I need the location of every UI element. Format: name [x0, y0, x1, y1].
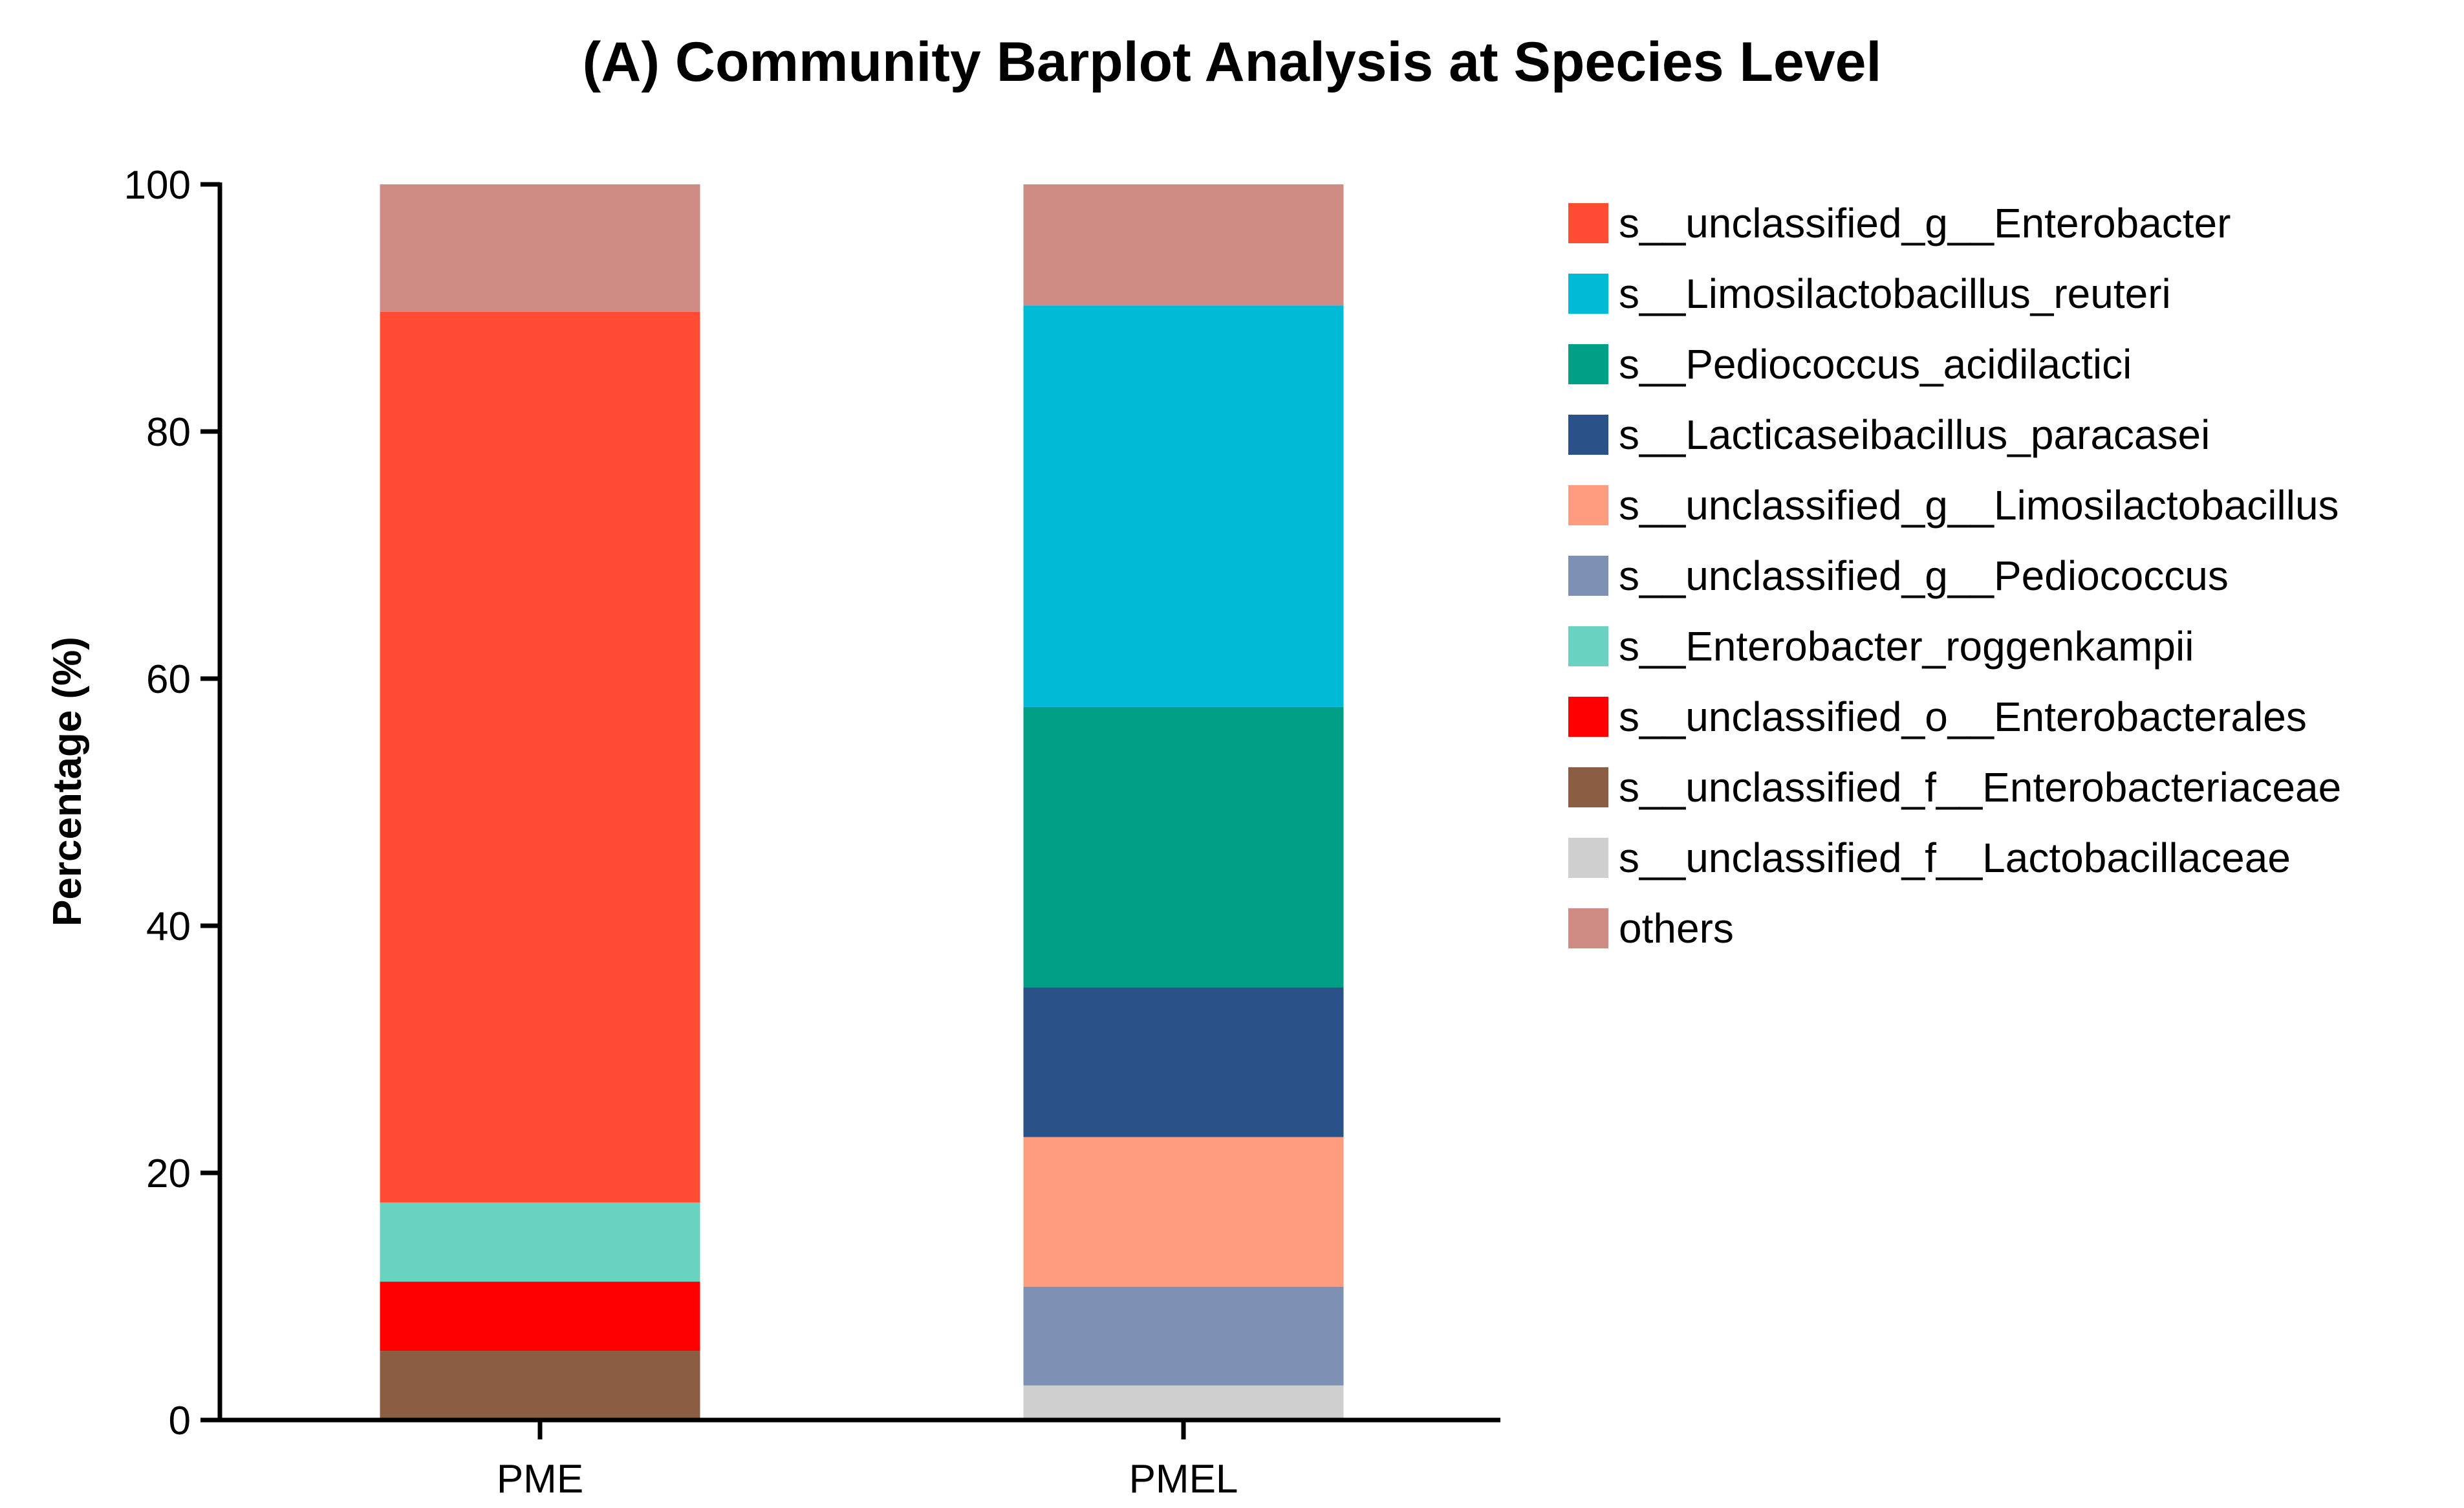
legend-label: s__unclassified_f__Lactobacillaceae: [1619, 835, 2291, 881]
legend-item-s-unclassified-g-enterobacter: s__unclassified_g__Enterobacter: [1568, 200, 2231, 246]
axes-group: 0 20 40 60 80 100 PME PMEL: [124, 163, 1500, 1502]
legend-label: s__Lacticaseibacillus_paracasei: [1619, 411, 2210, 458]
bar-pme-s-unclassified-g-enterobacter: [380, 311, 700, 1203]
bar-pmel-s-lacticaseibacillus-paracasei: [1023, 987, 1344, 1137]
legend-swatch: [1568, 485, 1608, 525]
bar-pmel-s-unclassified-g-limosilactobacillus: [1023, 1137, 1344, 1287]
legend-label: s__unclassified_g__Pediococcus: [1619, 552, 2229, 599]
legend-label: s__Enterobacter_roggenkampii: [1619, 623, 2194, 670]
legend-swatch: [1568, 908, 1608, 948]
y-tick-label: 20: [146, 1152, 191, 1196]
legend-label: s__Limosilactobacillus_reuteri: [1619, 270, 2171, 317]
legend-item-s-unclassified-g-limosilactobacillus: s__unclassified_g__Limosilactobacillus: [1568, 482, 2339, 529]
x-tick-label-pmel: PMEL: [1129, 1457, 1238, 1502]
legend-swatch: [1568, 626, 1608, 666]
y-tick-label: 0: [169, 1399, 191, 1443]
legend-swatch: [1568, 344, 1608, 384]
bar-pmel-others: [1023, 184, 1344, 306]
bar-pmel-s-unclassified-f-lactobacillaceae: [1023, 1385, 1344, 1420]
legend-item-s-unclassified-g-pediococcus: s__unclassified_g__Pediococcus: [1568, 552, 2229, 599]
y-tick-label: 60: [146, 657, 191, 702]
y-tick-label: 100: [124, 163, 191, 208]
legend-swatch: [1568, 415, 1608, 455]
legend-item-s-limosilactobacillus-reuteri: s__Limosilactobacillus_reuteri: [1568, 270, 2171, 317]
legend-item-others: others: [1568, 905, 1734, 952]
legend-label: others: [1619, 905, 1734, 952]
legend-item-s-unclassified-f-lactobacillaceae: s__unclassified_f__Lactobacillaceae: [1568, 835, 2291, 881]
legend-item-s-enterobacter-roggenkampii: s__Enterobacter_roggenkampii: [1568, 623, 2194, 670]
bar-pmel-s-unclassified-g-pediococcus: [1023, 1286, 1344, 1386]
legend-item-s-pediococcus-acidilactici: s__Pediococcus_acidilactici: [1568, 341, 2132, 388]
legend-swatch: [1568, 838, 1608, 878]
legend-swatch: [1568, 203, 1608, 243]
legend-label: s__unclassified_g__Limosilactobacillus: [1619, 482, 2339, 529]
y-tick-label: 80: [146, 410, 191, 455]
y-axis-label: Percentage (%): [45, 637, 90, 926]
legend-swatch: [1568, 556, 1608, 596]
legend-item-s-unclassified-f-enterobacteriaceae: s__unclassified_f__Enterobacteriaceae: [1568, 764, 2341, 811]
bar-pmel-s-limosilactobacillus-reuteri: [1023, 305, 1344, 707]
chart-title: (A) Community Barplot Analysis at Specie…: [583, 31, 1882, 93]
legend-label: s__unclassified_g__Enterobacter: [1619, 200, 2231, 246]
y-tick-label: 40: [146, 904, 191, 949]
legend-swatch: [1568, 274, 1608, 314]
bar-pme-s-unclassified-f-enterobacteriaceae: [380, 1351, 700, 1420]
legend-swatch: [1568, 697, 1608, 737]
legend-item-s-unclassified-o-enterobacterales: s__unclassified_o__Enterobacterales: [1568, 694, 2307, 740]
legend: s__unclassified_g__Enterobacter s__Limosi…: [1568, 200, 2341, 952]
legend-label: s__unclassified_o__Enterobacterales: [1619, 694, 2307, 740]
bar-pme-s-enterobacter-roggenkampii: [380, 1202, 700, 1282]
x-tick-label-pme: PME: [497, 1457, 583, 1502]
bar-pme-s-unclassified-o-enterobacterales: [380, 1282, 700, 1351]
bar-pme-others: [380, 184, 700, 312]
legend-swatch: [1568, 767, 1608, 807]
legend-item-s-lacticaseibacillus-paracasei: s__Lacticaseibacillus_paracasei: [1568, 411, 2210, 458]
bar-pmel-s-pediococcus-acidilactici: [1023, 706, 1344, 988]
legend-label: s__unclassified_f__Enterobacteriaceae: [1619, 764, 2341, 811]
bars-group: [380, 184, 1344, 1420]
legend-label: s__Pediococcus_acidilactici: [1619, 341, 2132, 388]
